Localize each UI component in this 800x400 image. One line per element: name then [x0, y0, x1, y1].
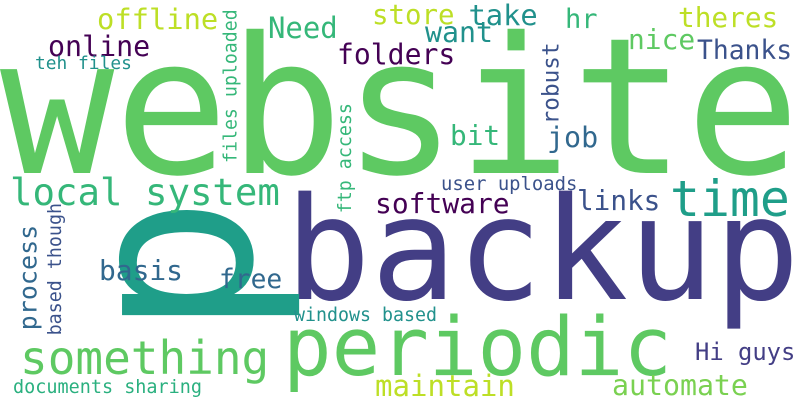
word-need: Need: [268, 10, 338, 45]
word-based-though: based though: [45, 202, 67, 336]
word-something: something: [20, 331, 270, 385]
word-periodic: periodic: [283, 301, 673, 395]
word-offline: offline: [97, 1, 219, 36]
word-hi-guys: Hi guys: [695, 337, 796, 366]
word-job: job: [547, 120, 599, 154]
word-backup: backup: [285, 166, 800, 333]
word-hr: hr: [565, 4, 598, 35]
word-software: software: [375, 186, 510, 220]
word-bit: bit: [450, 119, 501, 152]
word-thanks: Thanks: [697, 35, 793, 66]
word-take: take: [468, 0, 538, 32]
word-theres: theres: [678, 1, 779, 34]
word-links: links: [577, 183, 661, 217]
word-basis: basis: [99, 254, 183, 287]
word-online: online: [48, 30, 151, 63]
word-website: website: [0, 0, 800, 218]
word-files-uploaded: files uploaded: [220, 9, 242, 163]
word-windows-based: windows based: [294, 304, 437, 326]
word-robust: robust: [538, 41, 565, 124]
word-time: time: [670, 170, 790, 228]
word-nice: nice: [628, 22, 696, 56]
word-maintain: maintain: [375, 368, 515, 400]
word-documents-sharing: documents sharing: [13, 376, 203, 398]
word-store: store: [372, 0, 455, 31]
word-automate: automate: [612, 369, 748, 400]
word-free: free: [219, 264, 283, 295]
word-local-system: local system: [10, 170, 280, 214]
word-folders: folders: [337, 38, 456, 71]
word-ftp-access: ftp access: [334, 103, 356, 214]
word-teh-files: teh files: [35, 52, 132, 74]
word-user-uploads: user uploads: [441, 172, 578, 195]
word-process: process: [13, 224, 43, 330]
word-want: want: [425, 16, 493, 49]
